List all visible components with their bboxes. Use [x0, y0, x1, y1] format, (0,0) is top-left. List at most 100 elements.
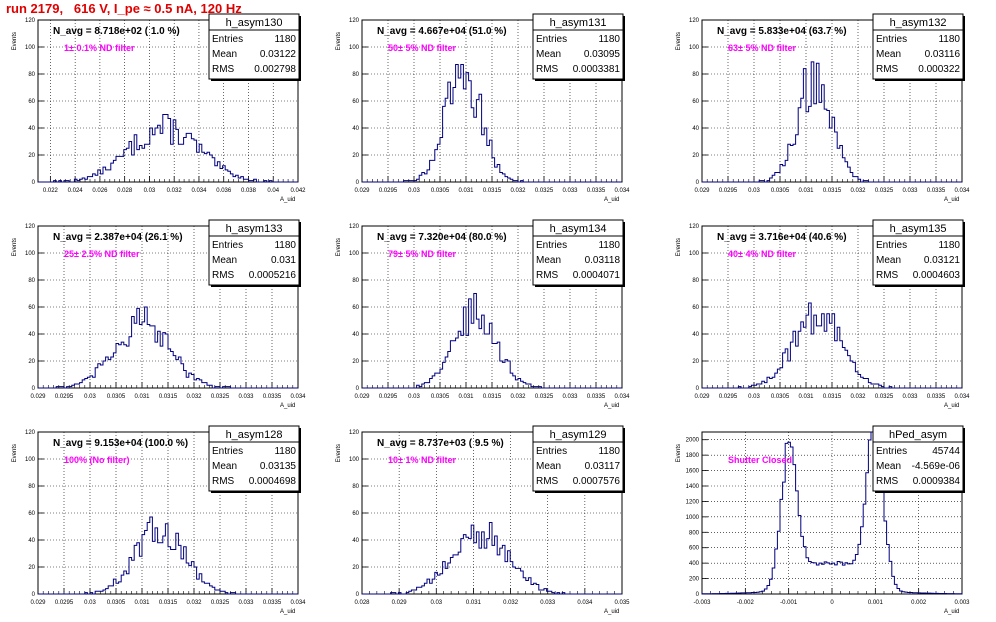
- stats-value: 1180: [274, 240, 296, 251]
- x-axis-title: A_uid: [280, 609, 295, 615]
- x-axis-title: A_uid: [604, 609, 619, 615]
- x-tick-label: 0.0325: [875, 394, 894, 400]
- x-tick-label: 0.0295: [55, 394, 74, 400]
- filter-label: 79± 5% ND filter: [388, 249, 456, 259]
- y-tick-label: 200: [689, 577, 700, 583]
- y-tick-label: 60: [352, 99, 359, 105]
- page-title: run 2179, 616 V, I_pe ≈ 0.5 nA, 120 Hz: [6, 1, 242, 16]
- x-tick-label: 0.0315: [823, 188, 842, 194]
- x-tick-label: 0.032: [186, 394, 202, 400]
- y-tick-label: 1400: [686, 484, 700, 490]
- x-tick-label: 0.0325: [875, 188, 894, 194]
- navg-label: N_avg = 8.737e+03 ( 9.5 %): [377, 438, 504, 449]
- y-tick-label: 60: [692, 305, 699, 311]
- stats-key: Mean: [536, 461, 561, 472]
- histogram-name: h_asym131: [550, 17, 607, 29]
- x-tick-label: 0.024: [68, 188, 84, 194]
- y-tick-label: 2000: [686, 438, 700, 444]
- x-tick-label: 0.034: [577, 600, 593, 606]
- x-tick-label: 0.031: [134, 600, 150, 606]
- filter-label: Shutter Closed: [728, 455, 792, 465]
- y-axis-title: Events: [12, 32, 18, 50]
- stats-key: RMS: [536, 476, 559, 487]
- x-tick-label: 0.0305: [107, 394, 126, 400]
- x-tick-label: 0.028: [354, 600, 370, 606]
- x-tick-label: 0.03: [84, 600, 96, 606]
- stats-key: RMS: [876, 64, 899, 75]
- y-axis-title: Events: [676, 238, 682, 256]
- filter-label: 25± 2.5% ND filter: [64, 249, 140, 259]
- navg-label: N_avg = 2.387e+04 (26.1 %): [53, 232, 183, 243]
- y-tick-label: 40: [692, 332, 699, 338]
- histogram-series: [38, 516, 298, 595]
- stats-value: 1180: [598, 240, 620, 251]
- stats-key: RMS: [536, 270, 559, 281]
- stats-key: RMS: [212, 270, 235, 281]
- x-tick-label: 0.0305: [107, 600, 126, 606]
- x-tick-label: 0.034: [954, 188, 970, 194]
- x-tick-label: 0.03: [430, 600, 442, 606]
- x-tick-label: 0.029: [30, 600, 46, 606]
- x-tick-label: 0.03: [408, 188, 420, 194]
- x-tick-label: 0.0315: [483, 394, 502, 400]
- y-tick-label: 20: [352, 153, 359, 159]
- histogram-name: h_asym135: [890, 223, 947, 235]
- histogram-panel-h_asym129: 0.028 0.029 0.03 0.031 0.032 0.033 0.034 0.035 0…: [336, 425, 630, 615]
- histogram-series: [38, 306, 298, 389]
- x-tick-label: 0.0335: [927, 188, 946, 194]
- x-tick-label: 0: [830, 600, 834, 606]
- x-tick-label: 0.0315: [483, 188, 502, 194]
- y-tick-label: 20: [28, 153, 35, 159]
- x-tick-label: -0.001: [780, 600, 798, 606]
- x-tick-label: 0.03: [144, 188, 156, 194]
- histogram-panel-hPed_asym: -0.003 -0.002 -0.001 0 0.001 0.002 0.003 0 200 40…: [676, 425, 970, 615]
- x-tick-label: 0.032: [510, 188, 526, 194]
- x-tick-label: 0.022: [43, 188, 59, 194]
- y-tick-label: 1600: [686, 469, 700, 475]
- histogram-name: h_asym129: [550, 429, 607, 441]
- stats-value: 0.000322: [918, 64, 960, 75]
- stats-value: 0.0004698: [249, 476, 297, 487]
- y-tick-label: 1000: [686, 515, 700, 521]
- x-tick-label: 0.0335: [587, 188, 606, 194]
- stats-box: [872, 13, 964, 80]
- y-tick-label: 40: [352, 538, 359, 544]
- y-tick-label: 100: [689, 251, 700, 257]
- x-tick-label: 0.033: [238, 394, 254, 400]
- stats-box: [872, 219, 964, 286]
- x-axis-title: A_uid: [944, 403, 959, 409]
- x-tick-label: 0.0305: [771, 188, 790, 194]
- navg-label: N_avg = 4.667e+04 (51.0 %): [377, 26, 507, 37]
- x-axis-title: A_uid: [280, 197, 295, 203]
- stats-value: 0.03135: [260, 461, 297, 472]
- stats-key: Entries: [876, 240, 907, 251]
- y-tick-label: 20: [692, 153, 699, 159]
- y-tick-label: 100: [25, 251, 36, 257]
- histogram-series: [702, 302, 962, 389]
- filter-label: 10± 1% ND filter: [388, 455, 456, 465]
- y-tick-label: 1200: [686, 499, 700, 505]
- x-tick-label: 0.032: [510, 394, 526, 400]
- x-tick-label: 0.0335: [263, 600, 282, 606]
- y-tick-label: 80: [352, 72, 359, 78]
- y-tick-label: 20: [692, 359, 699, 365]
- stats-value: 0.0004603: [913, 270, 961, 281]
- x-tick-label: 0.034: [191, 188, 207, 194]
- stats-key: RMS: [876, 476, 899, 487]
- histogram-series: [362, 64, 622, 183]
- x-tick-label: 0.0295: [719, 394, 738, 400]
- x-tick-label: 0.03: [748, 394, 760, 400]
- y-axis-title: Events: [676, 444, 682, 462]
- y-tick-label: 80: [692, 72, 699, 78]
- stats-value: 0.031: [271, 255, 296, 266]
- x-tick-label: 0.0305: [771, 394, 790, 400]
- stats-value: 0.0007576: [573, 476, 621, 487]
- x-tick-label: 0.029: [354, 188, 370, 194]
- y-tick-label: 120: [25, 430, 36, 436]
- filter-label: 40± 4% ND filter: [728, 249, 796, 259]
- stats-value: 1180: [598, 34, 620, 45]
- x-tick-label: 0.032: [503, 600, 519, 606]
- y-tick-label: 800: [689, 530, 700, 536]
- y-axis-title: Events: [12, 238, 18, 256]
